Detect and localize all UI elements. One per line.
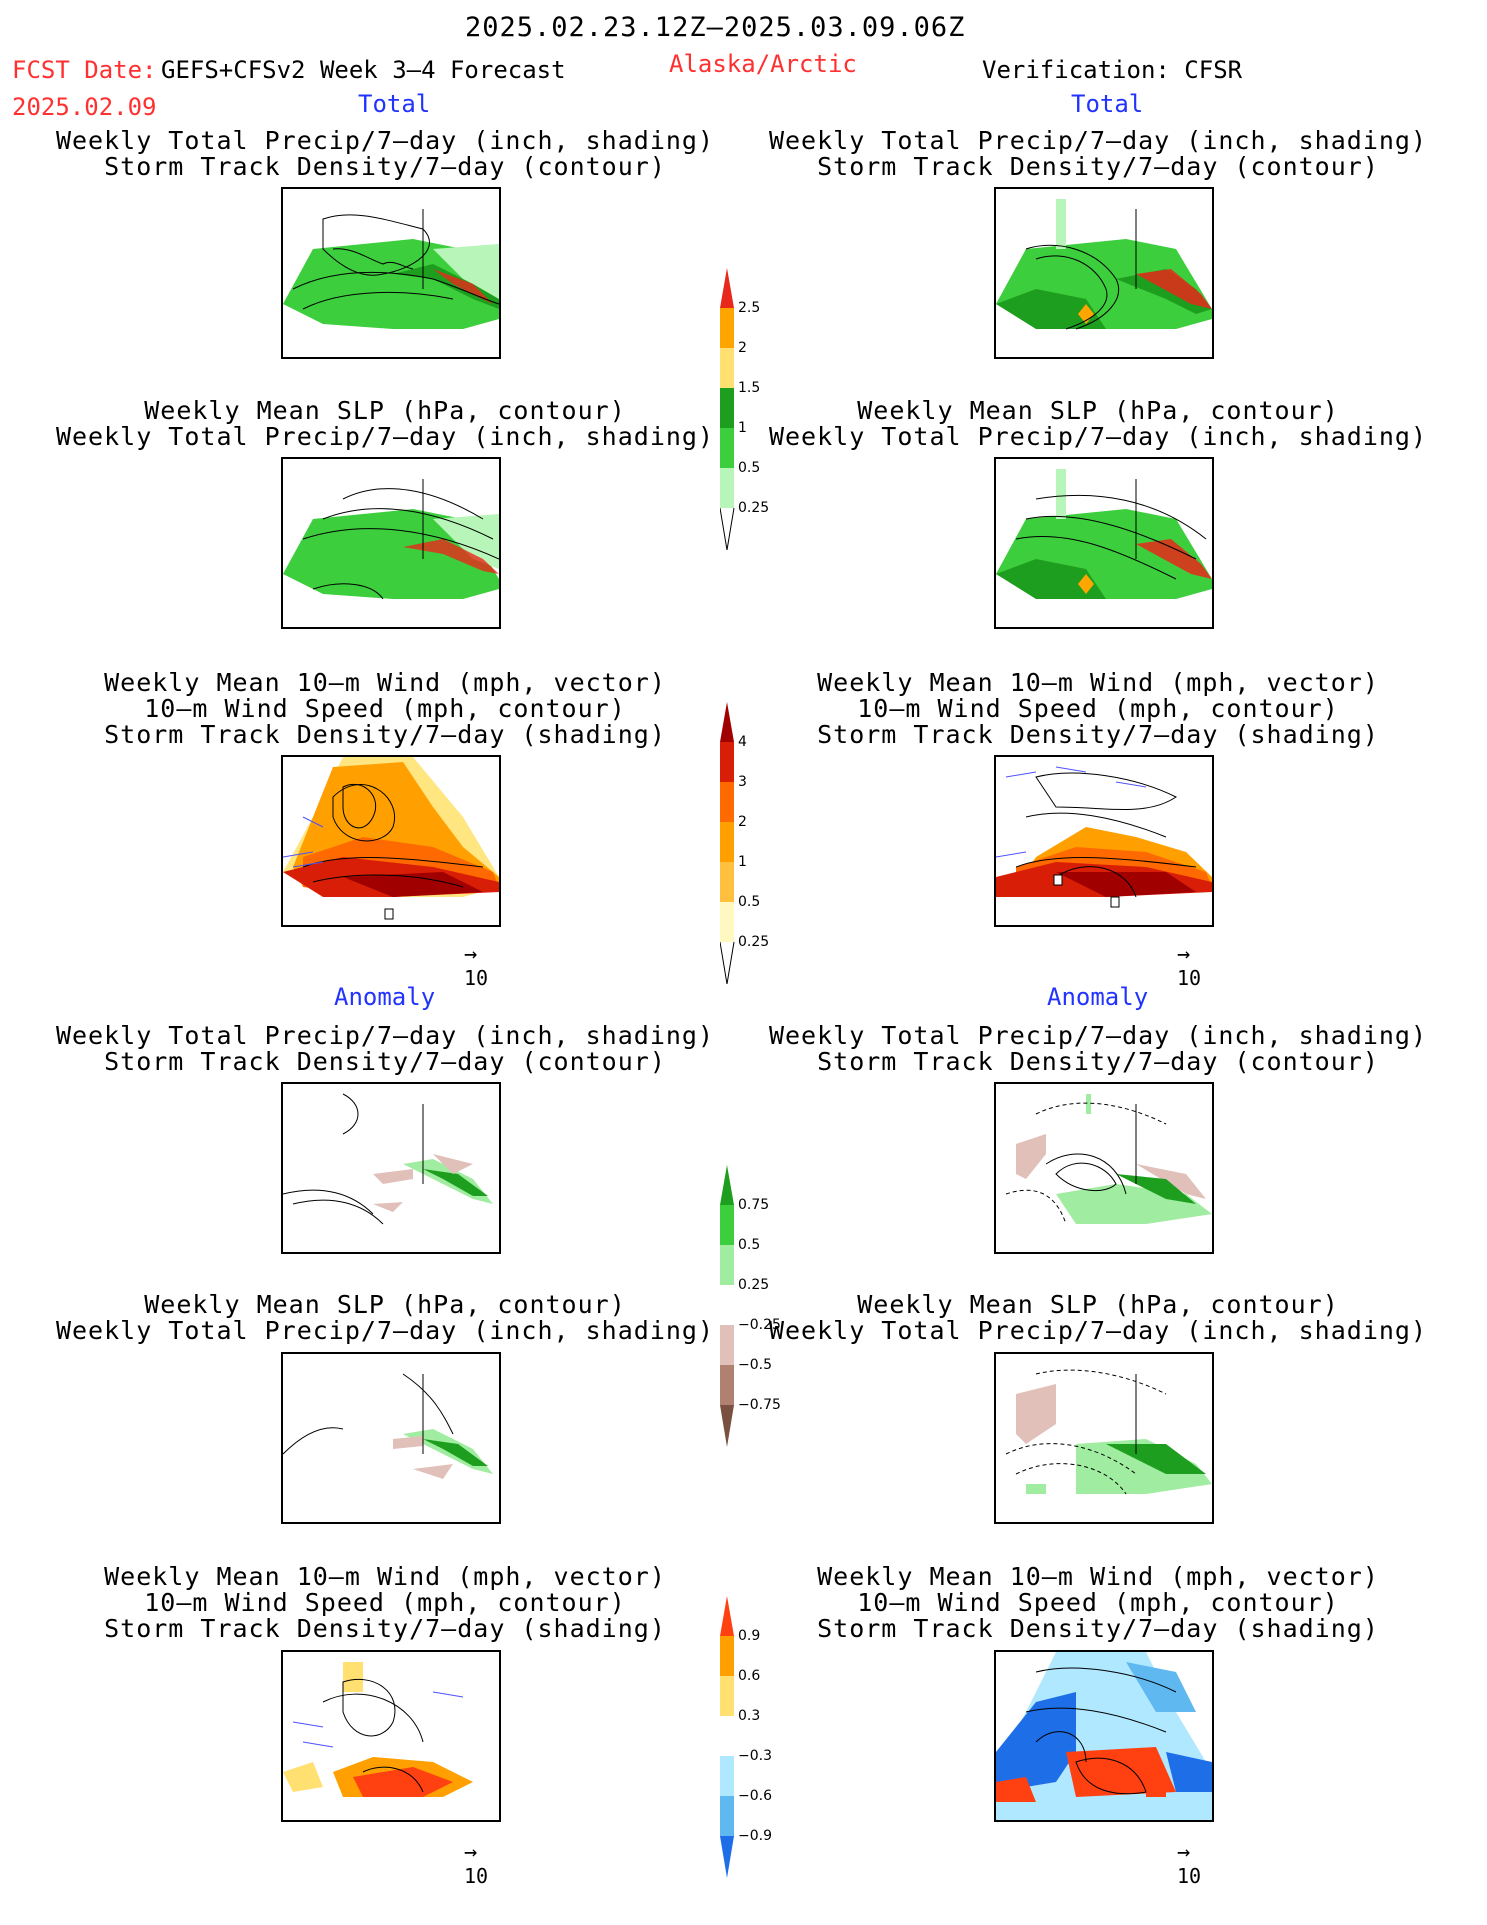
vector-scale-label: 10	[1177, 1864, 1202, 1888]
map-precip-track-forecast	[281, 187, 501, 359]
colorbar-tick: 0.25	[738, 500, 770, 516]
map-slp-precip-verification	[994, 457, 1214, 629]
p6l-title-2: 10–m Wind Speed (mph, contour)	[144, 1588, 626, 1617]
map-anom-slp-precip-verification	[994, 1352, 1214, 1524]
p2r-title-2: Weekly Total Precip/7–day (inch, shading…	[768, 422, 1428, 451]
p6r-title-2: 10–m Wind Speed (mph, contour)	[857, 1588, 1339, 1617]
vector-scale-label: 10	[1177, 966, 1202, 990]
p1l-title-2: Storm Track Density/7–day (contour)	[104, 152, 666, 181]
colorbar-precip-total: 2.5 2 1.5 1 0.5 0.25	[719, 268, 800, 551]
p3l-title-1: Weekly Mean 10–m Wind (mph, vector)	[104, 668, 666, 697]
p4l-title-2: Storm Track Density/7–day (contour)	[104, 1047, 666, 1076]
colorbar-tick: −0.25	[738, 1317, 781, 1333]
colorbar-tick: 4	[738, 734, 747, 750]
map-wind-track-forecast	[281, 755, 501, 927]
map-wind-track-verification	[994, 755, 1214, 927]
fcst-date-label: FCST Date:	[12, 56, 157, 84]
colorbar-tick: 0.5	[738, 1237, 761, 1253]
colorbar-tick: 0.25	[738, 1277, 770, 1293]
p6l-title-3: Storm Track Density/7–day (shading)	[104, 1614, 666, 1643]
p4r-title-1: Weekly Total Precip/7–day (inch, shading…	[768, 1021, 1428, 1050]
map-precip-track-verification	[994, 187, 1214, 359]
colorbar-tick: 1.5	[738, 380, 761, 396]
vector-arrow-icon: →	[464, 1840, 478, 1865]
colorbar-tick: 0.5	[738, 894, 761, 910]
p5l-title-1: Weekly Mean SLP (hPa, contour)	[144, 1290, 626, 1319]
map-anom-precip-track-forecast	[281, 1082, 501, 1254]
p4r-title-2: Storm Track Density/7–day (contour)	[817, 1047, 1379, 1076]
colorbar-track-total: 4 3 2 1 0.5 0.25	[719, 702, 800, 985]
colorbar-tick: 0.3	[738, 1708, 761, 1724]
p5r-title-2: Weekly Total Precip/7–day (inch, shading…	[768, 1316, 1428, 1345]
p4l-title-1: Weekly Total Precip/7–day (inch, shading…	[55, 1021, 715, 1050]
p2l-title-2: Weekly Total Precip/7–day (inch, shading…	[55, 422, 715, 451]
colorbar-tick: 0.25	[738, 934, 770, 950]
fcst-date-value: 2025.02.09	[12, 93, 157, 121]
p1l-title-1: Weekly Total Precip/7–day (inch, shading…	[55, 126, 715, 155]
colorbar-tick: 1	[738, 854, 747, 870]
map-anom-precip-track-verification	[994, 1082, 1214, 1254]
p3r-title-1: Weekly Mean 10–m Wind (mph, vector)	[817, 668, 1379, 697]
p2l-title-1: Weekly Mean SLP (hPa, contour)	[144, 396, 626, 425]
colorbar-precip-anomaly: 0.75 0.5 0.25 −0.25 −0.5 −0.75	[720, 1165, 800, 1447]
anomaly-label-left: Anomaly	[334, 983, 436, 1011]
total-label-left: Total	[358, 90, 431, 118]
colorbar-tick: 2	[738, 340, 747, 356]
p2r-title-1: Weekly Mean SLP (hPa, contour)	[857, 396, 1339, 425]
colorbar-tick: 2.5	[738, 300, 761, 316]
colorbar-tick: 0.9	[738, 1628, 761, 1644]
p1r-title-1: Weekly Total Precip/7–day (inch, shading…	[768, 126, 1428, 155]
map-anom-wind-track-forecast	[281, 1650, 501, 1822]
map-anom-slp-precip-forecast	[281, 1352, 501, 1524]
colorbar-track-anomaly: 0.9 0.6 0.3 −0.3 −0.6 −0.9	[720, 1596, 800, 1878]
colorbar-tick: 0.5	[738, 460, 761, 476]
p5r-title-1: Weekly Mean SLP (hPa, contour)	[857, 1290, 1339, 1319]
colorbar-tick: −0.3	[738, 1748, 772, 1764]
anomaly-label-right: Anomaly	[1047, 983, 1149, 1011]
map-anom-wind-track-verification	[994, 1650, 1214, 1822]
p6l-title-1: Weekly Mean 10–m Wind (mph, vector)	[104, 1562, 666, 1591]
p6r-title-3: Storm Track Density/7–day (shading)	[817, 1614, 1379, 1643]
period-title: 2025.02.23.12Z–2025.03.09.06Z	[465, 12, 966, 43]
fcst-model: GEFS+CFSv2 Week 3–4 Forecast	[161, 56, 566, 84]
p3l-title-3: Storm Track Density/7–day (shading)	[104, 720, 666, 749]
total-label-right: Total	[1071, 90, 1144, 118]
colorbar-tick: −0.9	[738, 1828, 772, 1844]
p3r-title-3: Storm Track Density/7–day (shading)	[817, 720, 1379, 749]
vector-arrow-icon: →	[464, 942, 478, 967]
colorbar-tick: −0.75	[738, 1397, 781, 1413]
p3r-title-2: 10–m Wind Speed (mph, contour)	[857, 694, 1339, 723]
vector-arrow-icon: →	[1177, 942, 1191, 967]
colorbar-tick: 2	[738, 814, 747, 830]
colorbar-tick: −0.5	[738, 1357, 772, 1373]
p6r-title-1: Weekly Mean 10–m Wind (mph, vector)	[817, 1562, 1379, 1591]
colorbar-tick: 0.75	[738, 1197, 770, 1213]
verification-label: Verification: CFSR	[982, 56, 1243, 84]
colorbar-tick: 1	[738, 420, 747, 436]
vector-arrow-icon: →	[1177, 1840, 1191, 1865]
colorbar-tick: 0.6	[738, 1668, 761, 1684]
vector-scale-label: 10	[464, 966, 489, 990]
colorbar-tick: −0.6	[738, 1788, 772, 1804]
p3l-title-2: 10–m Wind Speed (mph, contour)	[144, 694, 626, 723]
vector-scale-label: 10	[464, 1864, 489, 1888]
region-label: Alaska/Arctic	[669, 50, 857, 78]
map-slp-precip-forecast	[281, 457, 501, 629]
p5l-title-2: Weekly Total Precip/7–day (inch, shading…	[55, 1316, 715, 1345]
colorbar-tick: 3	[738, 774, 747, 790]
p1r-title-2: Storm Track Density/7–day (contour)	[817, 152, 1379, 181]
